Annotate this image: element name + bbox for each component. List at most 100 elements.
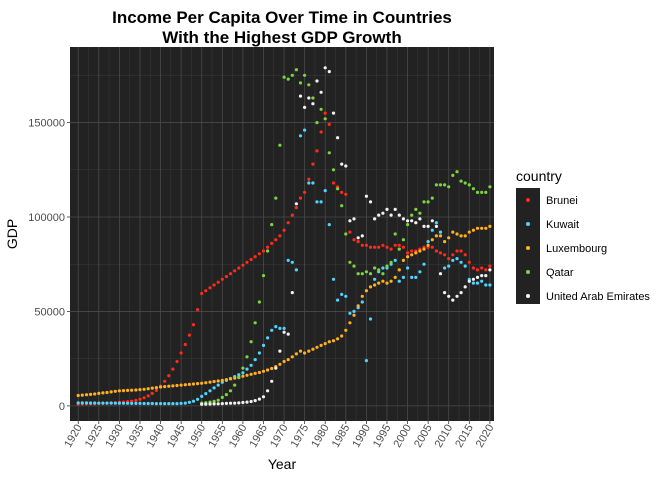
point-qatar xyxy=(315,121,319,125)
point-united-arab-emirates xyxy=(208,402,212,406)
point-kuwait xyxy=(245,367,249,371)
point-united-arab-emirates xyxy=(443,291,447,295)
point-luxembourg xyxy=(134,388,138,392)
point-luxembourg xyxy=(253,371,257,375)
point-qatar xyxy=(290,73,294,77)
point-united-arab-emirates xyxy=(298,94,303,98)
point-luxembourg xyxy=(447,236,451,240)
point-kuwait xyxy=(93,401,97,405)
point-kuwait xyxy=(381,266,385,270)
point-kuwait xyxy=(204,392,208,396)
point-qatar xyxy=(266,249,270,253)
point-kuwait xyxy=(475,281,480,285)
point-qatar xyxy=(294,68,298,72)
point-qatar xyxy=(356,272,360,276)
point-brunei xyxy=(348,230,352,234)
point-united-arab-emirates xyxy=(331,111,336,115)
point-kuwait xyxy=(360,300,364,304)
point-brunei xyxy=(154,388,158,392)
point-brunei xyxy=(311,162,315,166)
point-united-arab-emirates xyxy=(463,285,467,289)
point-brunei xyxy=(183,342,187,347)
point-luxembourg xyxy=(373,283,377,287)
legend-label: Kuwait xyxy=(546,219,579,231)
point-united-arab-emirates xyxy=(270,379,274,383)
x-tick-label: 1945 xyxy=(165,423,188,450)
point-qatar xyxy=(327,151,331,155)
point-brunei xyxy=(212,283,216,287)
point-luxembourg xyxy=(290,355,294,359)
point-luxembourg xyxy=(401,258,405,262)
point-qatar xyxy=(426,200,430,204)
point-luxembourg xyxy=(76,393,80,398)
point-united-arab-emirates xyxy=(253,399,257,403)
point-brunei xyxy=(459,249,463,253)
x-tick-label: 1950 xyxy=(186,423,209,450)
point-brunei xyxy=(298,196,303,200)
point-kuwait xyxy=(117,401,121,405)
point-kuwait xyxy=(434,221,438,225)
x-tick-label: 2005 xyxy=(412,423,435,450)
point-united-arab-emirates xyxy=(245,400,249,404)
point-kuwait xyxy=(183,401,187,405)
point-luxembourg xyxy=(344,328,348,332)
point-united-arab-emirates xyxy=(389,213,393,217)
point-united-arab-emirates xyxy=(385,207,389,211)
point-luxembourg xyxy=(187,382,191,386)
point-kuwait xyxy=(397,279,401,283)
point-luxembourg xyxy=(307,349,311,353)
point-qatar xyxy=(298,81,303,85)
point-brunei xyxy=(315,149,319,153)
point-united-arab-emirates xyxy=(261,395,266,399)
point-brunei xyxy=(451,253,455,257)
point-brunei xyxy=(368,245,373,249)
point-qatar xyxy=(455,170,459,174)
point-kuwait xyxy=(303,128,307,132)
point-united-arab-emirates xyxy=(228,401,233,405)
data-points xyxy=(76,66,492,406)
point-united-arab-emirates xyxy=(257,397,261,401)
point-united-arab-emirates xyxy=(286,332,290,336)
point-brunei xyxy=(130,399,134,403)
point-brunei xyxy=(163,379,167,383)
x-tick-label: 2015 xyxy=(453,423,476,450)
point-kuwait xyxy=(463,264,467,268)
point-kuwait xyxy=(130,401,134,405)
point-kuwait xyxy=(257,351,261,355)
point-brunei xyxy=(484,268,488,272)
point-kuwait xyxy=(154,402,158,406)
point-kuwait xyxy=(418,270,422,274)
point-qatar xyxy=(397,247,401,251)
legend-key xyxy=(526,270,530,274)
legend: country Brunei Kuwait Luxembourg Qatar Unite… xyxy=(516,168,650,304)
x-tick-label: 1930 xyxy=(103,423,126,450)
point-kuwait xyxy=(266,336,270,340)
point-united-arab-emirates xyxy=(488,268,492,272)
point-united-arab-emirates xyxy=(356,236,360,240)
point-kuwait xyxy=(274,325,278,329)
point-kuwait xyxy=(249,363,253,367)
point-qatar xyxy=(381,272,385,276)
point-luxembourg xyxy=(113,389,117,393)
point-luxembourg xyxy=(377,281,381,285)
x-tick-label: 1920 xyxy=(62,423,85,450)
point-luxembourg xyxy=(368,285,373,289)
point-luxembourg xyxy=(393,275,397,279)
point-qatar xyxy=(220,395,224,399)
point-united-arab-emirates xyxy=(237,401,241,405)
point-kuwait xyxy=(484,283,488,287)
point-brunei xyxy=(331,181,336,185)
point-united-arab-emirates xyxy=(401,217,405,221)
point-qatar xyxy=(311,96,315,100)
x-tick-label: 1940 xyxy=(145,423,168,450)
y-tick-label: 50000 xyxy=(34,306,65,318)
point-luxembourg xyxy=(286,358,290,362)
point-qatar xyxy=(459,179,463,183)
point-brunei xyxy=(443,253,447,257)
point-brunei xyxy=(134,398,138,402)
point-qatar xyxy=(447,185,451,189)
point-luxembourg xyxy=(480,226,484,230)
point-brunei xyxy=(138,397,142,401)
y-axis-title: GDP xyxy=(4,219,20,249)
point-brunei xyxy=(352,238,356,242)
